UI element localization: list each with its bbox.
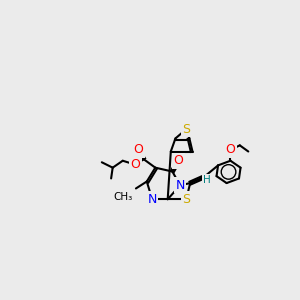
- Text: O: O: [226, 143, 236, 157]
- Text: N: N: [148, 193, 157, 206]
- Text: N: N: [176, 179, 185, 192]
- Text: H: H: [203, 175, 211, 185]
- Text: S: S: [182, 193, 190, 206]
- Text: S: S: [182, 123, 190, 136]
- Text: O: O: [130, 158, 140, 171]
- Text: O: O: [133, 143, 143, 157]
- Text: O: O: [174, 154, 184, 167]
- Text: CH₃: CH₃: [114, 192, 133, 202]
